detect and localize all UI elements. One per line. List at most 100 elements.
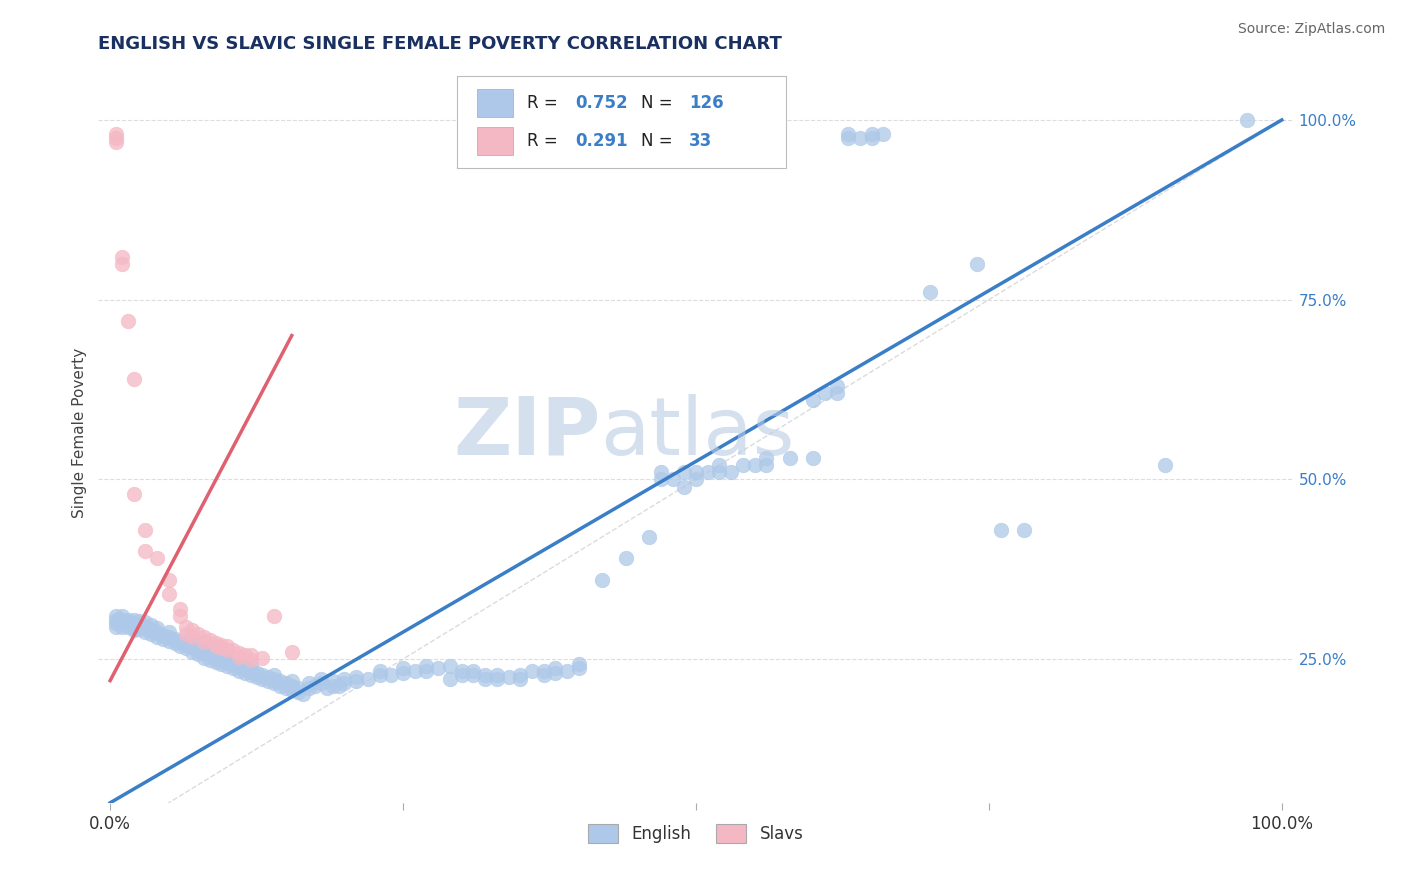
Point [427,661,450,675]
Point [263,676,285,690]
Point [463,664,485,678]
Point [111,608,134,623]
Point [368,664,391,678]
Point [309,676,332,690]
Point [163,632,186,646]
Point [105,131,128,145]
Point [111,257,134,271]
Point [309,672,332,686]
Point [298,676,321,690]
Point [157,625,180,640]
Point [673,479,696,493]
Point [966,257,988,271]
Point [233,648,256,663]
Point [860,128,883,142]
Point [134,624,156,639]
Point [450,668,472,682]
Point [146,625,169,640]
Point [181,624,204,638]
Point [217,643,239,657]
Point [105,620,128,634]
Point [239,648,262,663]
Point [163,636,186,650]
Point [181,635,204,649]
Point [920,285,942,300]
Point [122,372,145,386]
Point [217,659,239,673]
Point [187,627,209,641]
Point [211,653,233,667]
Point [222,657,245,671]
Point [146,551,169,566]
Point [825,379,848,393]
Point [709,458,731,472]
Point [117,613,139,627]
Point [287,685,309,699]
Point [174,637,197,651]
Point [392,665,415,680]
Point [239,653,262,667]
Point [157,630,180,644]
Point [485,668,508,682]
Point [157,634,180,648]
Point [322,679,344,693]
Point [217,655,239,669]
Point [415,659,437,673]
Point [181,631,204,645]
Point [105,608,128,623]
Point [252,668,274,682]
Text: 0.752: 0.752 [575,95,628,112]
Point [474,672,496,686]
Point [281,645,304,659]
Point [322,674,344,689]
Point [281,674,304,689]
Text: 0.291: 0.291 [575,132,628,150]
Point [141,623,163,637]
Point [134,620,156,634]
Point [134,523,156,537]
Point [252,650,274,665]
Point [439,672,461,686]
Point [685,465,707,479]
Point [1012,523,1035,537]
Point [174,641,197,656]
Point [269,679,291,693]
Point [801,393,824,408]
Point [228,664,250,678]
Point [111,620,134,634]
Point [872,128,894,142]
Point [333,676,356,690]
Point [333,672,356,686]
Point [157,573,180,587]
Point [198,653,221,667]
Point [1236,112,1258,127]
Point [298,681,321,695]
Point [614,551,637,566]
Point [568,661,591,675]
Point [128,617,150,632]
Point [463,668,485,682]
Point [211,641,233,656]
Point [217,650,239,665]
Point [122,624,145,638]
Point [181,640,204,654]
Point [257,674,280,689]
Point [152,627,174,641]
Point [239,659,262,673]
Point [211,657,233,671]
Point [193,650,215,665]
Point [141,627,163,641]
Point [281,682,304,697]
Point [274,681,297,695]
Point [193,646,215,660]
Point [228,659,250,673]
Point [233,665,256,680]
Text: R =: R = [527,132,564,150]
Point [274,676,297,690]
Point [246,665,269,680]
Point [485,672,508,686]
Point [169,639,191,653]
Point [111,250,134,264]
Point [105,128,128,142]
Point [568,657,591,671]
